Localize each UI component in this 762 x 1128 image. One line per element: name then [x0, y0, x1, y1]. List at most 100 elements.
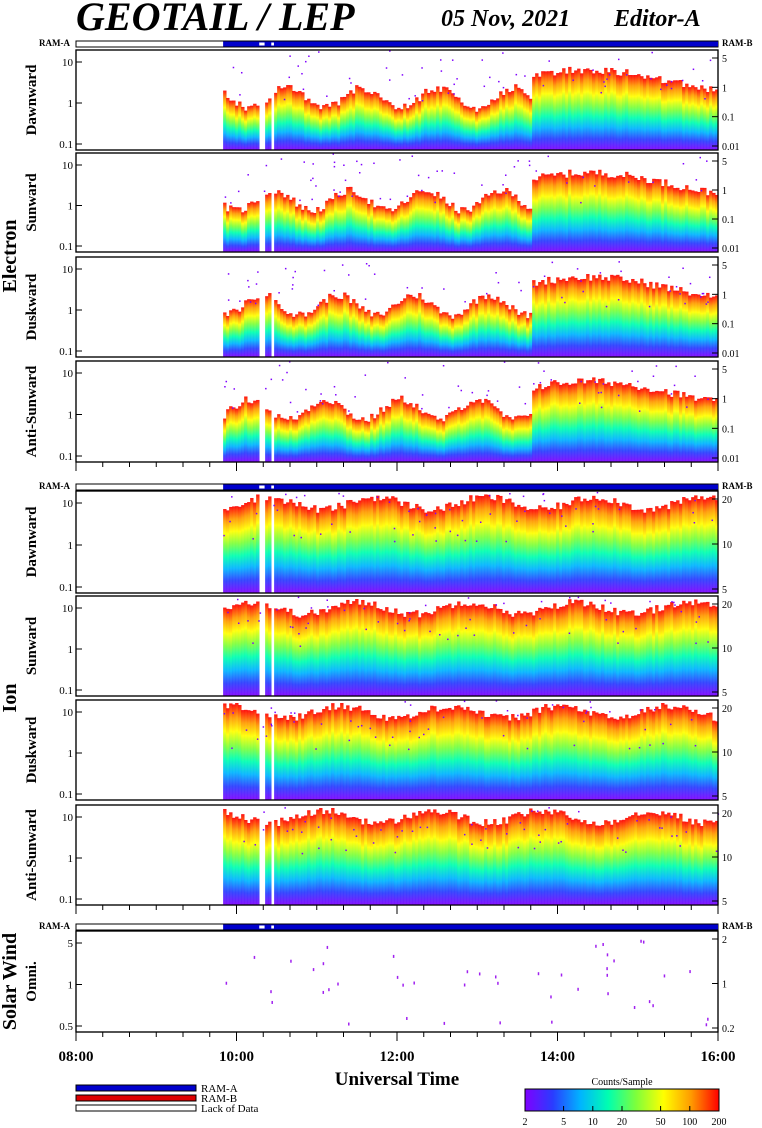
spectro-column — [409, 105, 413, 150]
spectro-column — [571, 707, 575, 800]
spectro-column — [331, 606, 335, 696]
noise-dot — [488, 494, 491, 497]
spectro-column — [574, 818, 578, 905]
spectro-column — [643, 712, 647, 800]
noise-dot — [524, 510, 526, 513]
noise-dot — [278, 292, 280, 294]
spectro-column — [586, 605, 590, 696]
noise-dot — [536, 810, 539, 812]
spectro-column — [538, 176, 542, 252]
spectro-column — [661, 610, 665, 696]
right-tick-label: 0.2 — [722, 1024, 735, 1035]
noise-dot — [237, 190, 240, 193]
noise-dot — [649, 600, 651, 603]
spectro-column — [514, 506, 518, 593]
noise-dot — [300, 831, 303, 833]
spectro-column — [436, 812, 440, 905]
noise-dot — [600, 91, 602, 94]
spectro-column — [697, 823, 701, 905]
spectro-column — [520, 89, 524, 150]
spectro-column — [274, 417, 278, 462]
spectro-column — [649, 812, 653, 905]
noise-dot — [592, 69, 594, 71]
noise-dot — [311, 198, 313, 201]
spectro-column — [655, 390, 659, 462]
spectro-column — [385, 607, 389, 696]
noise-dot — [293, 721, 295, 723]
spectro-column — [631, 75, 635, 150]
spectro-column — [709, 397, 713, 462]
spectro-column — [268, 410, 272, 462]
spectro-column — [346, 187, 350, 252]
noise-dot — [418, 520, 421, 523]
spectro-column — [565, 280, 569, 357]
spectro-column — [466, 501, 470, 593]
noise-dot — [686, 406, 688, 408]
spectro-column — [526, 612, 530, 696]
spectro-column — [613, 177, 617, 252]
noise-dot — [404, 701, 406, 703]
spectro-column — [712, 400, 716, 462]
spectro-column — [583, 171, 587, 252]
noise-dot — [341, 264, 344, 266]
noise-dot — [456, 78, 458, 80]
spectro-column — [283, 503, 287, 593]
noise-dot — [280, 158, 283, 160]
noise-dot — [481, 184, 483, 186]
spectro-column — [253, 103, 257, 150]
noise-dot — [409, 618, 411, 620]
spectro-column — [655, 814, 659, 905]
spectro-column — [415, 503, 419, 593]
spectro-column — [226, 211, 230, 252]
spectro-column — [358, 705, 362, 800]
spectro-column — [673, 80, 677, 150]
spectro-column — [340, 298, 344, 357]
spectro-column — [268, 821, 272, 905]
noise-dot — [489, 513, 492, 515]
instrument-title: GEOTAIL / LEP — [76, 0, 355, 39]
spectro-column — [661, 505, 665, 593]
noise-dot — [517, 714, 519, 717]
spectro-column — [709, 606, 713, 696]
spectro-column — [346, 599, 350, 696]
spectro-column — [514, 717, 518, 800]
spectro-column — [568, 599, 572, 696]
spectro-column — [388, 406, 392, 462]
spectro-column — [535, 388, 539, 462]
spectro-column — [535, 812, 539, 905]
spectro-column — [280, 88, 284, 150]
noise-dot — [557, 842, 560, 844]
noise-dot — [299, 199, 301, 202]
spectro-column — [358, 500, 362, 593]
noise-dot — [252, 538, 254, 540]
spectro-column — [277, 190, 281, 252]
spectro-column — [238, 818, 242, 905]
spectro-column — [559, 705, 563, 800]
spectro-column — [637, 815, 641, 905]
spectro-column — [445, 414, 449, 462]
spectro-column — [505, 188, 509, 252]
spectro-column — [595, 174, 599, 252]
solar-wind-dot — [392, 954, 395, 958]
spectro-column — [502, 613, 506, 696]
spectro-column — [547, 607, 551, 696]
spectro-column — [295, 506, 299, 593]
spectro-column — [298, 617, 302, 696]
spectro-column — [397, 205, 401, 252]
spectro-column — [370, 94, 374, 150]
spectro-column — [385, 100, 389, 150]
spectro-column — [487, 400, 491, 462]
spectro-column — [385, 311, 389, 357]
spectro-column — [373, 601, 377, 696]
noise-dot — [424, 604, 427, 607]
spectro-column — [346, 414, 350, 462]
noise-dot — [524, 402, 527, 405]
spectro-column — [655, 77, 659, 150]
noise-dot — [504, 174, 507, 176]
spectro-column — [649, 507, 653, 593]
spectro-column — [295, 419, 299, 462]
spectro-column — [313, 213, 317, 252]
spectro-column — [511, 196, 515, 252]
spectro-column — [610, 612, 614, 696]
spectro-column — [619, 276, 623, 357]
